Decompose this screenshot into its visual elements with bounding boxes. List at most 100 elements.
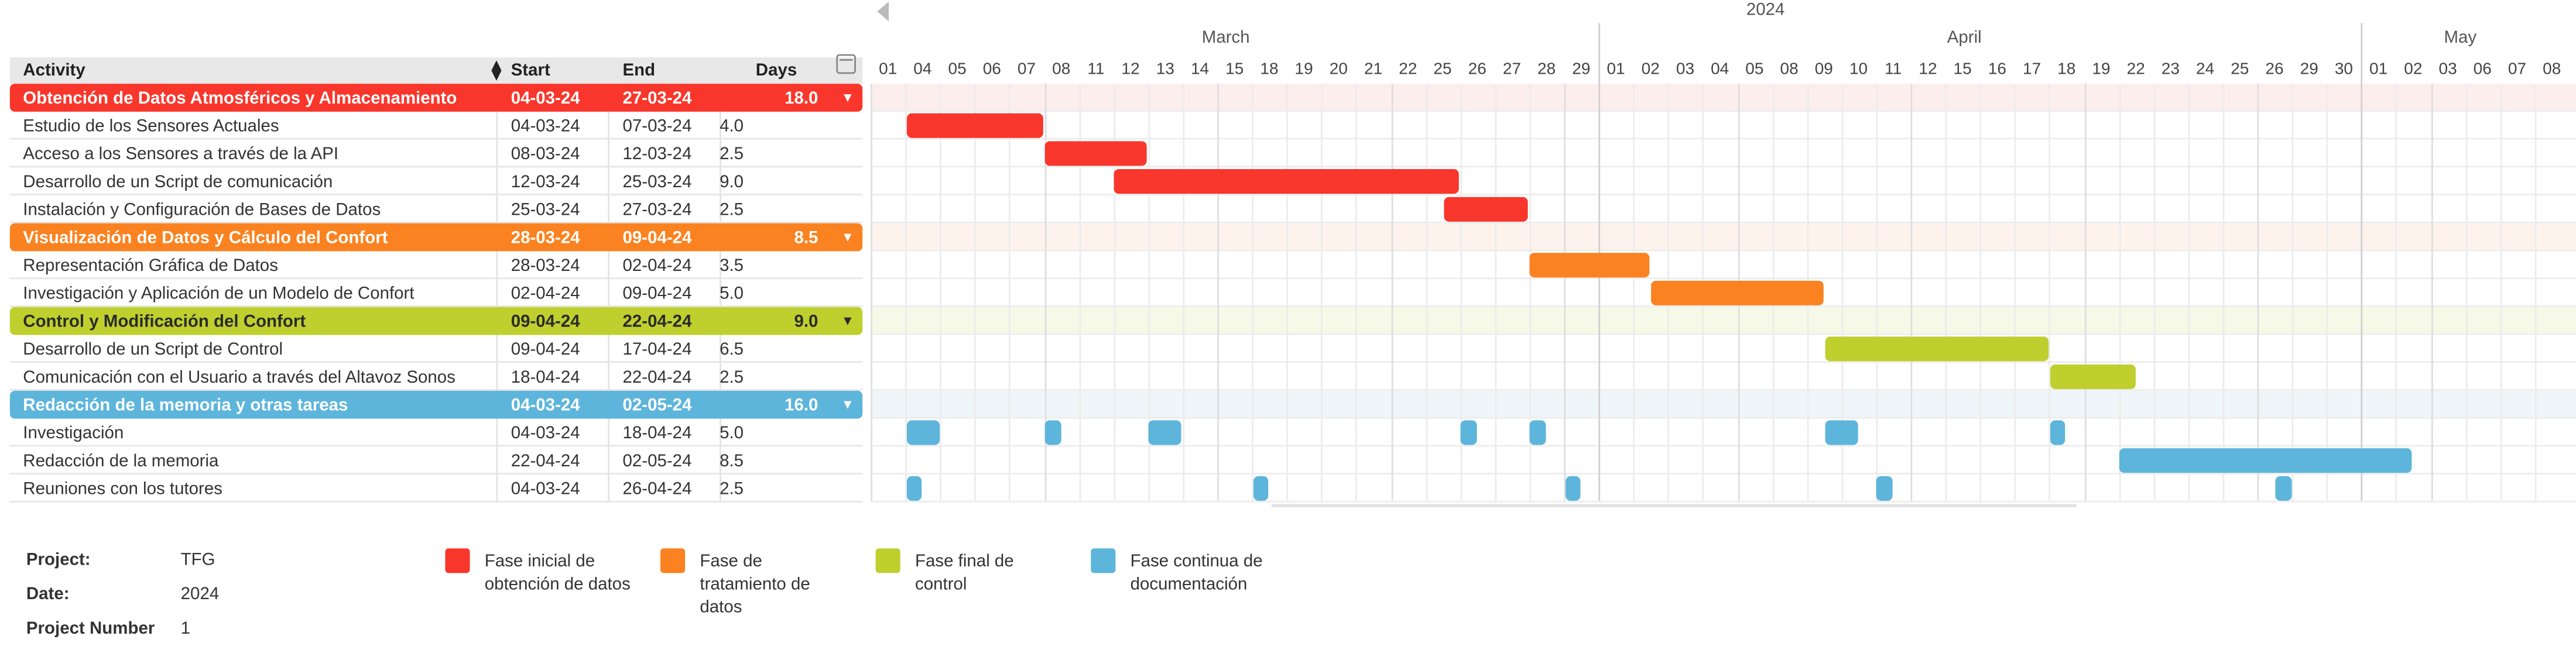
group-band <box>871 223 2576 252</box>
legend-swatch <box>660 548 686 573</box>
row-gridline <box>871 110 2576 112</box>
duration-days: 18.0 <box>785 88 818 109</box>
column-divider <box>496 139 498 166</box>
task-name: Comunicación con el Usuario a través del… <box>23 367 455 388</box>
task-row[interactable]: Comunicación con el Usuario a través del… <box>9 363 863 391</box>
task-row[interactable]: Instalación y Configuración de Bases de … <box>9 195 863 224</box>
column-divider <box>496 111 498 138</box>
day-gridline <box>2118 84 2121 501</box>
column-divider <box>608 111 610 138</box>
gantt-bar[interactable] <box>1114 169 1460 194</box>
scroll-left-icon[interactable] <box>877 1 889 22</box>
column-divider <box>720 167 721 194</box>
gantt-bar[interactable] <box>2050 364 2135 390</box>
gantt-bar[interactable] <box>1530 253 1650 278</box>
day-gridline <box>1078 84 1081 501</box>
gantt-bar[interactable] <box>906 420 940 445</box>
day-label: 21 <box>1364 60 1383 79</box>
table-header: Activity ▲ ▼ Start End Days <box>9 56 863 85</box>
month-divider <box>2361 23 2363 501</box>
task-row[interactable]: Estudio de los Sensores Actuales 04-03-24… <box>9 111 863 140</box>
row-gridline <box>871 445 2576 447</box>
day-label: 02 <box>2404 60 2423 79</box>
task-row[interactable]: Investigación y Aplicación de un Modelo … <box>9 279 863 307</box>
column-divider <box>608 195 610 222</box>
end-date: 02-05-24 <box>622 396 692 415</box>
header-activity[interactable]: Activity <box>23 60 85 81</box>
gantt-bar[interactable] <box>1824 336 2049 362</box>
gantt-bar[interactable] <box>1824 420 1858 445</box>
gantt-bar[interactable] <box>1876 476 1893 501</box>
column-divider <box>608 363 610 390</box>
day-label: 03 <box>2438 60 2457 79</box>
day-label: 07 <box>1017 60 1036 79</box>
day-label: 12 <box>1121 60 1140 79</box>
group-row[interactable]: Control y Modificación del Confort 09-04-… <box>9 307 863 335</box>
group-band <box>871 84 2576 112</box>
gantt-bar[interactable] <box>2119 448 2413 473</box>
day-label: 08 <box>2543 60 2561 79</box>
gantt-bar[interactable] <box>1461 420 1477 445</box>
day-label: 01 <box>879 60 898 79</box>
task-row[interactable]: Representación Gráfica de Datos 28-03-24 0… <box>9 251 863 280</box>
task-row[interactable]: Desarrollo de un Script de Control 09-04-… <box>9 335 863 363</box>
chevron-down-icon[interactable]: ▼ <box>841 90 854 105</box>
chevron-down-icon[interactable]: ▼ <box>841 397 854 412</box>
legend-text: Fase final de control <box>914 551 1014 594</box>
gantt-bar[interactable] <box>906 476 922 501</box>
duration-days: 2.5 <box>720 479 744 500</box>
day-label: 23 <box>2161 60 2180 79</box>
gantt-bar[interactable] <box>2275 476 2291 501</box>
sort-icon[interactable]: ▲ ▼ <box>488 56 505 85</box>
gantt-bar[interactable] <box>1651 280 1824 305</box>
column-divider <box>608 167 610 194</box>
group-row[interactable]: Visualización de Datos y Cálculo del Con… <box>9 223 863 252</box>
gantt-bar[interactable] <box>1443 197 1529 222</box>
task-row[interactable]: Acceso a los Sensores a través de la API… <box>9 139 863 168</box>
gantt-bar[interactable] <box>1044 141 1147 166</box>
start-date: 12-03-24 <box>511 172 580 192</box>
day-label: 05 <box>1745 60 1764 79</box>
header-start[interactable]: Start <box>511 60 550 81</box>
gantt-bar[interactable] <box>1149 420 1182 445</box>
gantt-bar[interactable] <box>1530 420 1546 445</box>
task-row[interactable]: Redacción de la memoria 22-04-24 02-05-24 8… <box>9 446 863 475</box>
task-row[interactable]: Investigación 04-03-24 18-04-24 5.0 <box>9 418 863 447</box>
group-row[interactable]: Redacción de la memoria y otras tareas 04… <box>9 390 863 419</box>
start-date: 02-04-24 <box>511 284 580 304</box>
chevron-down-icon[interactable]: ▼ <box>841 229 854 245</box>
duration-days: 9.0 <box>720 172 744 192</box>
start-date: 04-03-24 <box>511 423 580 444</box>
day-gridline <box>2222 84 2225 501</box>
task-row[interactable]: Reuniones con los tutores 04-03-24 26-04-2… <box>9 474 863 503</box>
gantt-bar[interactable] <box>1044 420 1061 445</box>
column-divider <box>720 446 721 473</box>
gantt-bar[interactable] <box>1564 476 1581 501</box>
date-label: Date: <box>26 584 70 604</box>
gantt-bar[interactable] <box>1252 476 1269 501</box>
column-divider <box>496 335 498 362</box>
calendar-icon[interactable] <box>836 54 856 74</box>
header-end[interactable]: End <box>622 60 656 81</box>
day-label: 18 <box>1260 60 1279 79</box>
gantt-bar[interactable] <box>906 113 1043 138</box>
start-date: 04-03-24 <box>511 479 580 500</box>
horizontal-scrollbar[interactable] <box>1271 504 2077 508</box>
day-gridline <box>1113 84 1115 501</box>
day-label: 07 <box>2508 60 2527 79</box>
header-days[interactable]: Days <box>755 60 797 81</box>
gantt-bar[interactable] <box>2050 420 2066 445</box>
group-row[interactable]: Obtención de Datos Atmosféricos y Almace… <box>9 84 863 112</box>
column-divider <box>608 474 610 501</box>
duration-days: 6.5 <box>720 339 744 360</box>
day-label: 22 <box>1399 60 1417 79</box>
group-name: Redacción de la memoria y otras tareas <box>23 396 348 415</box>
column-divider <box>720 111 721 138</box>
task-row[interactable]: Desarrollo de un Script de comunicación 1… <box>9 167 863 195</box>
start-date: 28-03-24 <box>511 228 580 248</box>
end-date: 07-03-24 <box>622 116 692 136</box>
chevron-down-icon[interactable]: ▼ <box>841 313 854 329</box>
duration-days: 5.0 <box>720 284 744 304</box>
end-date: 12-03-24 <box>622 144 692 164</box>
day-gridline <box>905 84 907 501</box>
